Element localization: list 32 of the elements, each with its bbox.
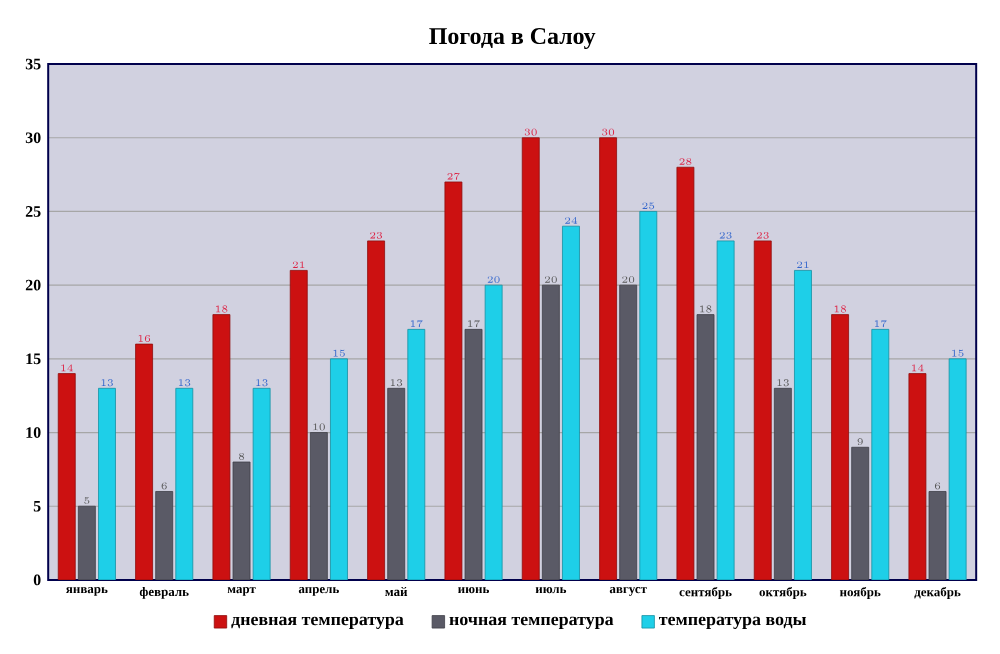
bar [639,210,658,580]
chart-title: Погода в Салоу [429,27,596,49]
bar [309,432,328,580]
bar [175,387,194,580]
bar [773,387,792,580]
bar [252,387,271,580]
bar [98,387,116,580]
bar [851,446,870,580]
legend-label: ночная температура [449,616,614,629]
bar [387,387,406,580]
bar [948,358,967,580]
bar [716,240,735,580]
bar [289,269,308,580]
bar [57,373,76,580]
bar [77,505,96,580]
legend-label: дневная температура [231,616,404,629]
bar [619,284,638,580]
bar [562,225,580,580]
bar [155,491,174,580]
legend-label: температура воды [658,616,807,629]
bar [871,328,890,580]
bar [521,137,540,580]
bar [541,284,560,580]
bar [330,358,348,580]
bar [831,314,849,580]
bar [599,137,617,580]
bar [753,240,772,580]
bar [484,284,503,580]
bar [367,240,385,580]
bar [407,328,426,580]
bar [135,343,153,580]
bar [794,269,812,580]
